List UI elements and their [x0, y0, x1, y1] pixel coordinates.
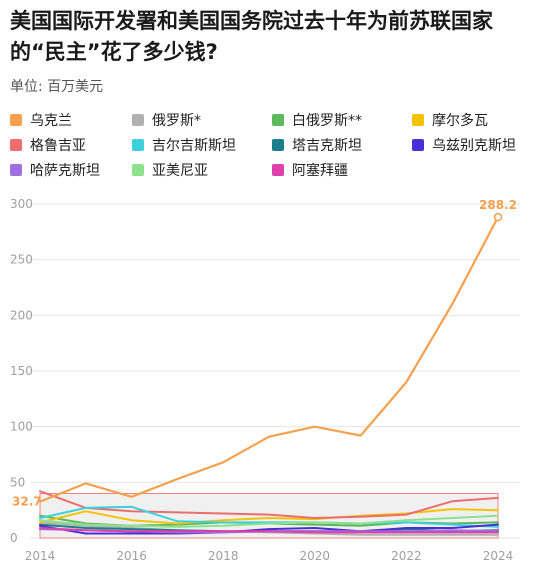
y-tick-label: 50	[10, 475, 25, 489]
data-point-marker	[493, 212, 503, 222]
legend-label: 摩尔多瓦	[432, 113, 488, 129]
series-line	[39, 514, 499, 528]
series-line	[39, 521, 499, 536]
legend-item: 俄罗斯*	[132, 110, 201, 130]
data-label: 32.7	[12, 495, 42, 509]
legend-item: 摩尔多瓦	[412, 110, 488, 130]
data-label: 288.2	[479, 198, 517, 212]
series-line	[39, 490, 499, 519]
legend-label: 阿塞拜疆	[292, 163, 348, 179]
legend-label: 哈萨克斯坦	[30, 163, 100, 179]
legend-label: 亚美尼亚	[152, 163, 208, 179]
legend-swatch	[132, 139, 144, 151]
legend-label: 乌克兰	[30, 113, 72, 129]
legend-item: 白俄罗斯**	[272, 110, 362, 130]
y-tick-label: 250	[10, 253, 33, 267]
legend-swatch	[412, 139, 424, 151]
chart-subtitle: 单位: 百万美元	[10, 79, 104, 95]
series-line	[39, 527, 499, 534]
y-tick-label: 300	[10, 197, 33, 211]
legend-item: 亚美尼亚	[132, 160, 208, 180]
legend-item: 乌克兰	[10, 110, 72, 130]
legend-item: 乌兹别克斯坦	[412, 135, 516, 155]
legend-label: 塔吉克斯坦	[292, 138, 362, 154]
legend-swatch	[272, 139, 284, 151]
series-line	[38, 216, 500, 503]
legend-swatch	[10, 164, 22, 176]
legend-item: 吉尔吉斯斯坦	[132, 135, 236, 155]
y-tick-label: 150	[10, 364, 33, 378]
x-tick-label: 2022	[391, 549, 422, 563]
y-tick-label: 0	[10, 531, 18, 545]
legend-item: 塔吉克斯坦	[272, 135, 362, 155]
x-tick-label: 2020	[300, 549, 331, 563]
legend-item: 哈萨克斯坦	[10, 160, 100, 180]
series-line	[39, 508, 499, 525]
legend-swatch	[272, 114, 284, 126]
legend-label: 吉尔吉斯斯坦	[152, 138, 236, 154]
legend-item: 阿塞拜疆	[272, 160, 348, 180]
x-tick-label: 2018	[208, 549, 239, 563]
series-line	[39, 505, 499, 528]
legend-label: 白俄罗斯**	[292, 113, 362, 129]
legend-swatch	[132, 114, 144, 126]
legend-swatch	[132, 164, 144, 176]
x-tick-label: 2024	[483, 549, 514, 563]
legend-label: 俄罗斯*	[152, 113, 201, 129]
x-tick-label: 2016	[116, 549, 147, 563]
legend-swatch	[10, 114, 22, 126]
y-tick-label: 200	[10, 308, 33, 322]
series-line	[39, 523, 499, 535]
legend-swatch	[412, 114, 424, 126]
legend-swatch	[272, 164, 284, 176]
chart-title: 美国国际开发署和美国国务院过去十年为前苏联国家的“民主”花了多少钱?	[10, 9, 493, 64]
x-tick-label: 2014	[25, 549, 56, 563]
legend-label: 乌兹别克斯坦	[432, 138, 516, 154]
y-tick-label: 100	[10, 420, 33, 434]
legend-item: 格鲁吉亚	[10, 135, 86, 155]
legend-swatch	[10, 139, 22, 151]
legend-label: 格鲁吉亚	[30, 138, 86, 154]
